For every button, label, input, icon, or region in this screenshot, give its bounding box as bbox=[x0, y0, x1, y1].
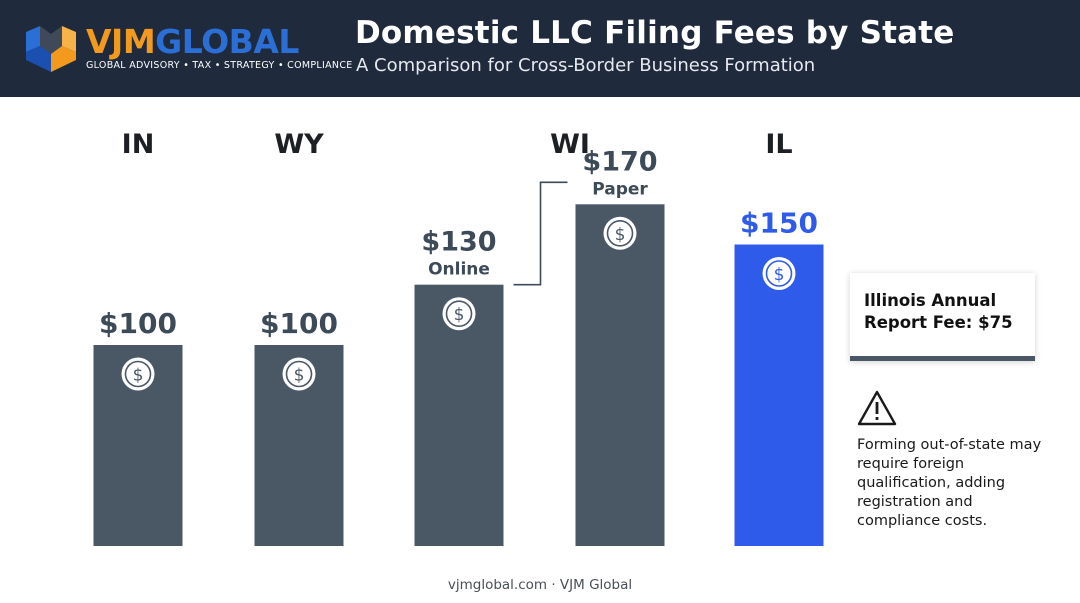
annual-report-callout: Illinois Annual Report Fee: $75 bbox=[850, 273, 1035, 361]
dollar-coin-ring bbox=[765, 260, 793, 287]
header-banner: VJMGLOBAL GLOBAL ADVISORY • TAX • STRATE… bbox=[0, 0, 1080, 97]
logo-tagline: GLOBAL ADVISORY • TAX • STRATEGY • COMPL… bbox=[86, 60, 353, 71]
dollar-coin-ring bbox=[285, 360, 313, 388]
value-label-in: $100 bbox=[99, 307, 177, 340]
dollar-coin-symbol: $ bbox=[133, 366, 144, 386]
state-label-wy: WY bbox=[274, 129, 324, 160]
dollar-coin-symbol: $ bbox=[615, 225, 626, 245]
logo-wordmark: VJMGLOBAL bbox=[86, 22, 299, 62]
vjm-global-logo: VJMGLOBAL GLOBAL ADVISORY • TAX • STRATE… bbox=[22, 22, 352, 78]
value-label-wi-paper: $170 bbox=[582, 146, 657, 177]
dollar-coin-symbol: $ bbox=[774, 265, 785, 285]
value-label-il: $150 bbox=[740, 207, 818, 240]
logo-word-vjm: VJM bbox=[86, 22, 156, 61]
bar-il bbox=[734, 244, 824, 546]
state-label-wi: WI bbox=[550, 129, 590, 160]
value-label-wy: $100 bbox=[260, 307, 338, 340]
footer-credit: vjmglobal.com · VJM Global bbox=[447, 577, 633, 593]
dollar-coin-ring bbox=[445, 300, 473, 327]
dollar-coin-symbol: $ bbox=[454, 305, 465, 325]
dollar-coin-ring bbox=[124, 360, 152, 388]
logo-word-global: GLOBAL bbox=[155, 22, 299, 61]
state-label-il: IL bbox=[765, 129, 792, 160]
logo-mark-icon bbox=[26, 26, 76, 72]
callout-text: Illinois Annual Report Fee: $75 bbox=[864, 291, 1013, 332]
wi-online-paper-connector bbox=[513, 181, 568, 286]
dollar-coin-icon bbox=[121, 357, 155, 391]
dollar-coin-icon bbox=[603, 216, 637, 250]
bar-wi-paper bbox=[575, 204, 665, 547]
page-subtitle: A Comparison for Cross-Border Business F… bbox=[356, 55, 816, 76]
dollar-coin-symbol: $ bbox=[294, 366, 305, 386]
value-label-wi-online: $130 bbox=[421, 227, 496, 258]
fee-bar-chart: IN WY WI IL $ $100 $ $100 $ $130 Online $ $170 Paper $… bbox=[0, 97, 1080, 603]
foreign-qualification-note: Forming out-of-state may require foreign… bbox=[857, 437, 1042, 529]
warning-icon bbox=[857, 390, 897, 426]
dollar-coin-icon bbox=[442, 297, 476, 331]
sublabel-wi-online: Online bbox=[428, 260, 490, 280]
sublabel-wi-paper: Paper bbox=[592, 179, 648, 199]
dollar-coin-icon bbox=[762, 257, 796, 290]
state-label-in: IN bbox=[122, 129, 155, 160]
dollar-coin-icon bbox=[282, 357, 316, 391]
dollar-coin-ring bbox=[606, 220, 634, 247]
page-title: Domestic LLC Filing Fees by State bbox=[355, 15, 955, 51]
